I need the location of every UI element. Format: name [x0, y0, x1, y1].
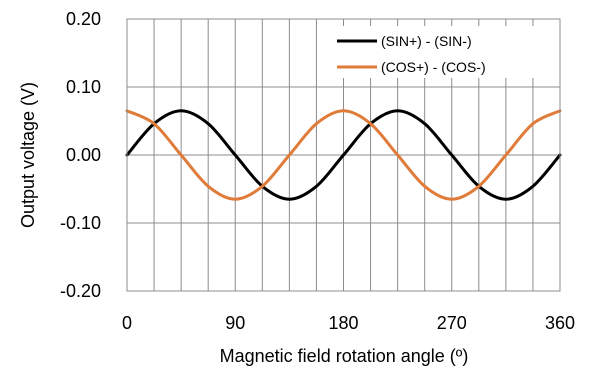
- legend: (SIN+) - (SIN-) (COS+) - (COS-): [332, 26, 542, 78]
- x-axis-title: Magnetic field rotation angle (º): [220, 346, 469, 366]
- x-tick-label: 0: [122, 313, 132, 333]
- series-line-1: [125, 109, 562, 201]
- x-tick-label: 180: [328, 313, 358, 333]
- data-lines: [125, 109, 562, 201]
- y-tick-label: -0.20: [60, 281, 101, 301]
- x-tick-label: 90: [225, 313, 245, 333]
- x-tick-label: 360: [545, 313, 575, 333]
- plot-frame: [126, 18, 561, 292]
- legend-label: (SIN+) - (SIN-): [381, 33, 472, 49]
- x-tick-label: 270: [437, 313, 467, 333]
- legend-background: [332, 26, 542, 78]
- y-tick-labels: 0.20 0.10 0.00 -0.10 -0.20: [60, 9, 101, 301]
- y-tick-label: 0.00: [66, 145, 101, 165]
- y-tick-label: -0.10: [60, 213, 101, 233]
- legend-label: (COS+) - (COS-): [381, 59, 486, 75]
- y-tick-label: 0.10: [66, 77, 101, 97]
- y-axis-title: Output voltage (V): [18, 82, 38, 228]
- series-line-2: [125, 109, 562, 201]
- x-tick-labels: 0 90 180 270 360: [122, 313, 575, 333]
- y-tick-label: 0.20: [66, 9, 101, 29]
